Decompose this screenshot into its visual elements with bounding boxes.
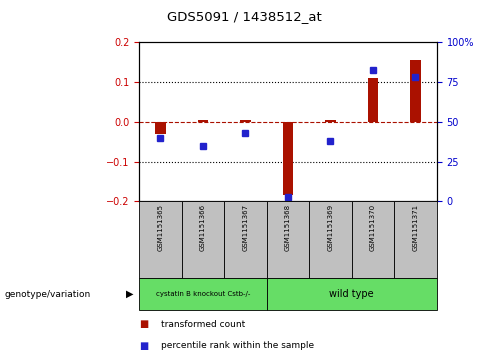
Text: GSM1151365: GSM1151365 xyxy=(157,204,163,251)
Bar xyxy=(224,201,266,278)
Text: ▶: ▶ xyxy=(125,289,133,299)
Text: GDS5091 / 1438512_at: GDS5091 / 1438512_at xyxy=(166,10,322,23)
Bar xyxy=(325,120,336,122)
Text: GSM1151367: GSM1151367 xyxy=(243,204,248,251)
Text: transformed count: transformed count xyxy=(161,319,245,329)
Text: ■: ■ xyxy=(139,319,148,329)
Bar xyxy=(182,201,224,278)
Bar xyxy=(266,278,437,310)
Bar xyxy=(352,201,394,278)
Bar xyxy=(139,201,182,278)
Text: GSM1151371: GSM1151371 xyxy=(412,204,419,251)
Text: GSM1151366: GSM1151366 xyxy=(200,204,206,251)
Text: percentile rank within the sample: percentile rank within the sample xyxy=(161,341,314,350)
Bar xyxy=(139,278,266,310)
Bar xyxy=(240,120,251,122)
Bar xyxy=(198,120,208,122)
Text: GSM1151369: GSM1151369 xyxy=(327,204,333,251)
Text: GSM1151370: GSM1151370 xyxy=(370,204,376,251)
Text: cystatin B knockout Cstb-/-: cystatin B knockout Cstb-/- xyxy=(156,291,250,297)
Text: GSM1151368: GSM1151368 xyxy=(285,204,291,251)
Bar xyxy=(155,122,165,134)
Bar xyxy=(367,78,378,122)
Text: genotype/variation: genotype/variation xyxy=(5,290,91,298)
Bar xyxy=(394,201,437,278)
Bar xyxy=(410,60,421,122)
Bar xyxy=(309,201,352,278)
Text: wild type: wild type xyxy=(329,289,374,299)
Bar xyxy=(266,201,309,278)
Text: ■: ■ xyxy=(139,340,148,351)
Bar xyxy=(283,122,293,195)
